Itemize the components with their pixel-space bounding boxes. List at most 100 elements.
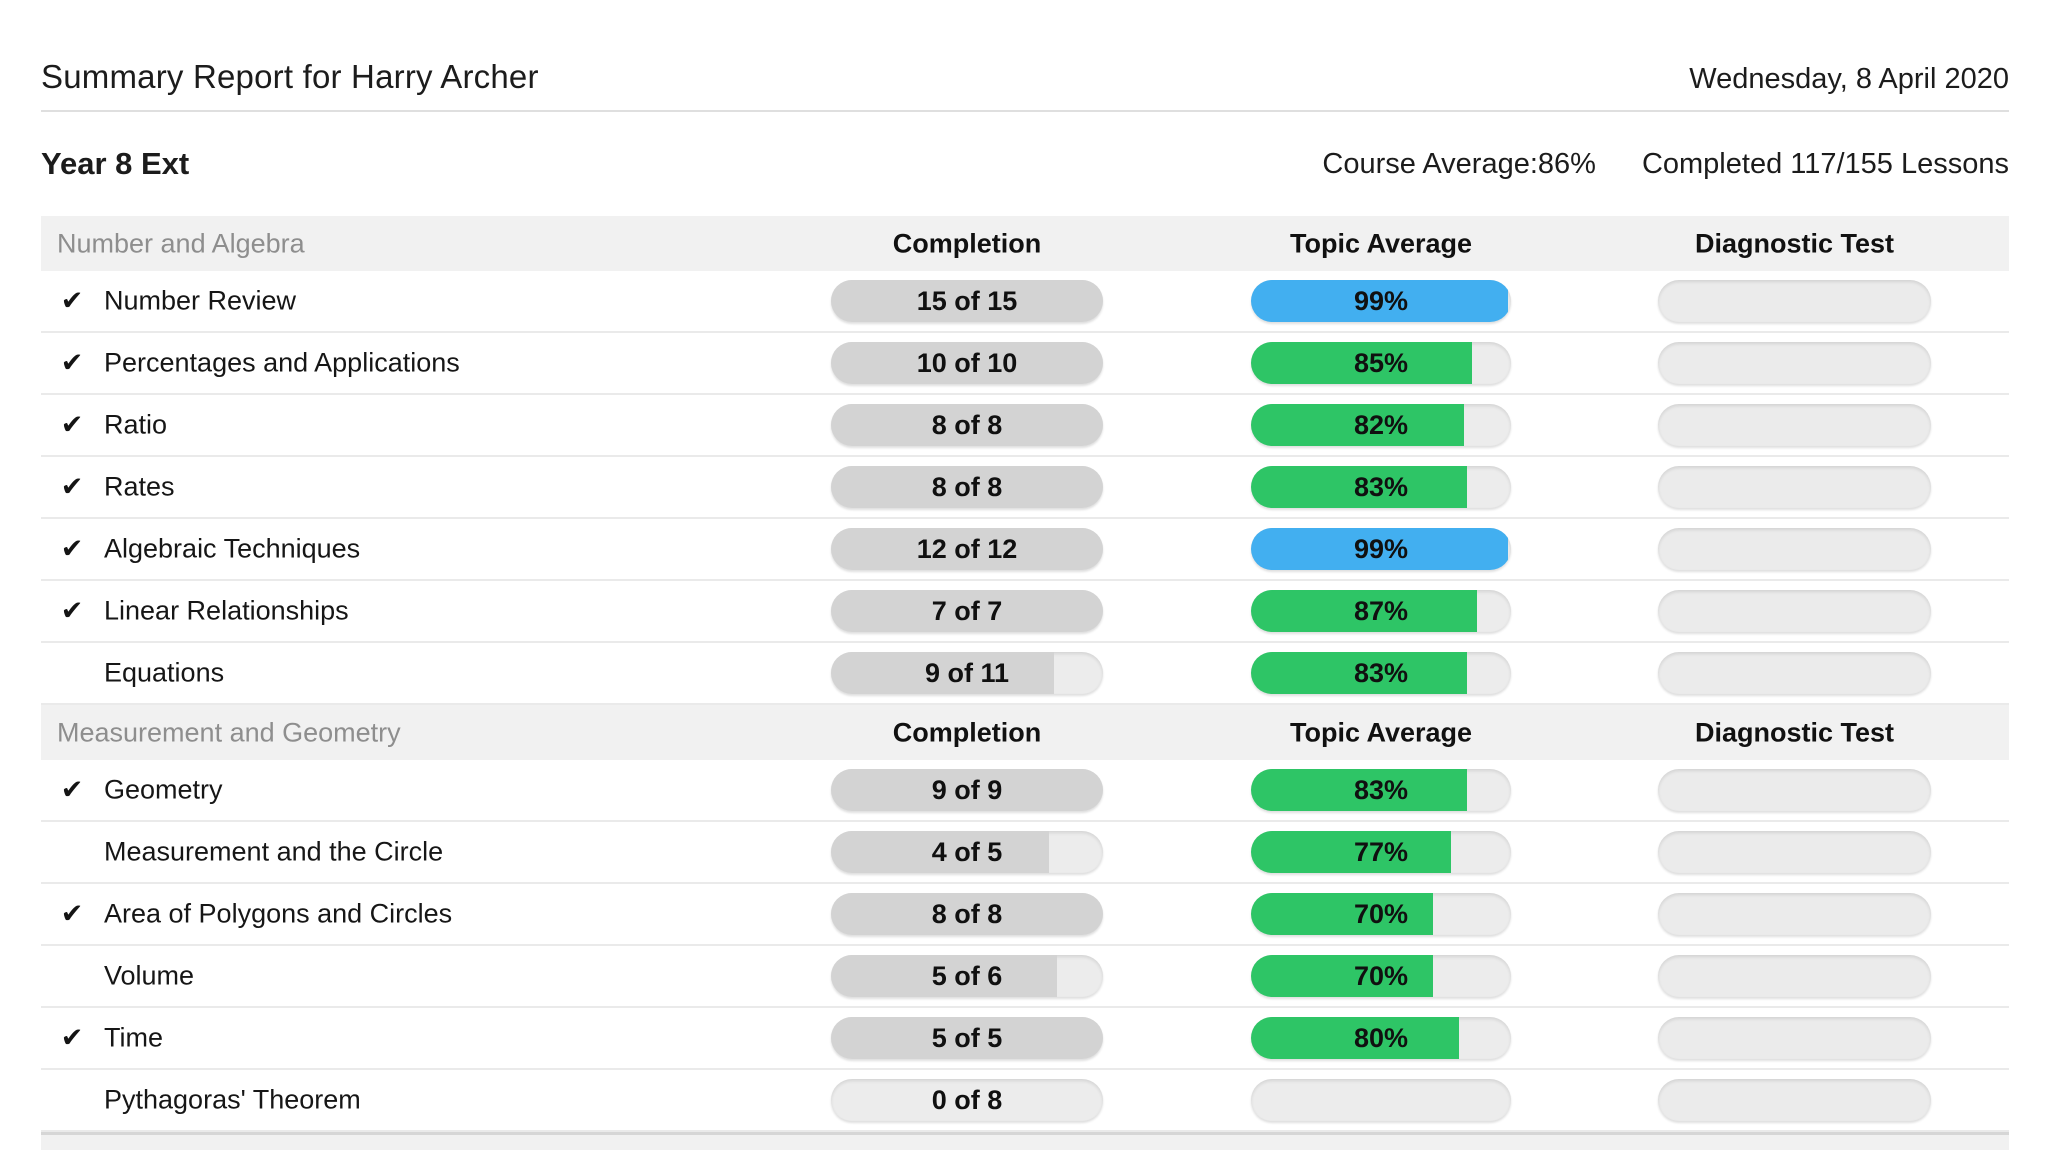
diagnostic-test-pill	[1658, 831, 1931, 873]
topic-average-fill	[1251, 590, 1478, 632]
topics-table: Number and Algebra Completion Topic Aver…	[41, 216, 2009, 1132]
column-header-topic-average: Topic Average	[1289, 717, 1473, 747]
topic-average-pill	[1251, 1079, 1511, 1121]
completion-pill: 9 of 9	[831, 769, 1103, 811]
diagnostic-test-pill	[1658, 955, 1931, 997]
topic-average-fill	[1251, 893, 1433, 935]
completion-pill: 15 of 15	[831, 280, 1103, 322]
completion-text: 9 of 11	[924, 657, 1010, 688]
check-icon: ✔	[60, 595, 84, 626]
topic-average-fill	[1251, 342, 1472, 384]
completion-text: 10 of 10	[916, 347, 1018, 378]
topic-average-pill: 82%	[1251, 404, 1511, 446]
completion-pill: 12 of 12	[831, 528, 1103, 570]
section-header-row: Measurement and Geometry Completion Topi…	[41, 705, 2009, 760]
column-header-topic-average: Topic Average	[1289, 228, 1473, 258]
completion-fill	[831, 893, 1103, 935]
completion-text: 9 of 9	[931, 774, 1003, 805]
completion-fill	[831, 280, 1103, 322]
topic-name: Time	[104, 1022, 163, 1053]
completion-fill	[831, 528, 1103, 570]
diagnostic-test-pill	[1658, 342, 1931, 384]
completion-pill: 8 of 8	[831, 466, 1103, 508]
topic-average-pill: 83%	[1251, 652, 1511, 694]
topic-row: Pythagoras' Theorem 0 of 8	[41, 1070, 2009, 1132]
topic-average-text: 82%	[1353, 409, 1409, 440]
check-icon: ✔	[60, 774, 84, 805]
topic-average-text: 83%	[1353, 471, 1409, 502]
topic-name: Area of Polygons and Circles	[104, 898, 453, 929]
course-stats: Course Average:86% Completed 117/155 Les…	[1322, 148, 2009, 181]
check-icon: ✔	[60, 285, 84, 316]
topic-average-fill	[1251, 955, 1433, 997]
completion-fill	[831, 342, 1103, 384]
topic-average-fill	[1251, 466, 1467, 508]
page-title: Summary Report for Harry Archer	[41, 58, 539, 95]
topic-average-text: 87%	[1353, 595, 1409, 626]
completion-text: 8 of 8	[931, 471, 1003, 502]
topic-average-fill	[1251, 1017, 1459, 1059]
diagnostic-test-pill	[1658, 590, 1931, 632]
course-average: Course Average:86%	[1322, 147, 1596, 180]
completion-text: 15 of 15	[916, 285, 1018, 316]
topic-row: Measurement and the Circle 4 of 5 77%	[41, 822, 2009, 884]
column-header-diagnostic-test: Diagnostic Test	[1694, 717, 1895, 747]
summary-report-page: Summary Report for Harry Archer Wednesda…	[41, 0, 2009, 1150]
column-header-diagnostic-test: Diagnostic Test	[1694, 228, 1895, 258]
course-name: Year 8 Ext	[41, 146, 190, 181]
topic-average-text	[1251, 1079, 1511, 1121]
completion-fill	[831, 652, 1055, 694]
completion-pill: 0 of 8	[831, 1079, 1103, 1121]
topic-row: ✔ Ratio 8 of 8 82%	[41, 395, 2009, 457]
topic-row: ✔ Linear Relationships 7 of 7 87%	[41, 581, 2009, 643]
completion-fill	[831, 955, 1057, 997]
section-header-row: Number and Algebra Completion Topic Aver…	[41, 216, 2009, 271]
diagnostic-test-pill	[1658, 280, 1931, 322]
course-summary-bar: Year 8 Ext Course Average:86% Completed …	[41, 112, 2009, 216]
topic-name: Number Review	[104, 285, 297, 316]
check-icon: ✔	[60, 347, 84, 378]
completion-text: 12 of 12	[916, 533, 1018, 564]
diagnostic-test-pill	[1658, 1017, 1931, 1059]
topic-average-text: 83%	[1353, 657, 1409, 688]
column-header-completion: Completion	[892, 717, 1042, 747]
report-header: Summary Report for Harry Archer Wednesda…	[41, 0, 2009, 112]
completion-fill	[831, 1017, 1103, 1059]
completion-fill	[831, 831, 1049, 873]
topic-average-pill: 99%	[1251, 280, 1511, 322]
completion-pill: 5 of 6	[831, 955, 1103, 997]
topic-average-text: 83%	[1353, 774, 1409, 805]
topic-average-pill: 83%	[1251, 769, 1511, 811]
topic-average-fill	[1251, 831, 1452, 873]
topic-name: Percentages and Applications	[104, 347, 460, 378]
topic-row: Equations 9 of 11 83%	[41, 643, 2009, 705]
topic-name: Rates	[104, 471, 175, 502]
diagnostic-test-pill	[1658, 893, 1931, 935]
topic-average-pill: 85%	[1251, 342, 1511, 384]
completion-text: 7 of 7	[931, 595, 1003, 626]
topic-average-pill: 77%	[1251, 831, 1511, 873]
section-name: Measurement and Geometry	[57, 717, 401, 747]
check-icon: ✔	[60, 409, 84, 440]
diagnostic-test-pill	[1658, 652, 1931, 694]
topic-average-pill: 87%	[1251, 590, 1511, 632]
topic-average-pill: 99%	[1251, 528, 1511, 570]
topic-average-text: 70%	[1353, 898, 1409, 929]
check-icon: ✔	[60, 898, 84, 929]
completion-text: 0 of 8	[931, 1084, 1003, 1115]
next-section-cutoff	[41, 1132, 2009, 1150]
check-icon: ✔	[60, 533, 84, 564]
completion-fill	[831, 466, 1103, 508]
topic-name: Measurement and the Circle	[104, 836, 444, 867]
topic-name: Volume	[104, 960, 195, 991]
topic-average-pill: 70%	[1251, 893, 1511, 935]
topic-name: Linear Relationships	[104, 595, 349, 626]
topic-average-text: 80%	[1353, 1022, 1409, 1053]
completion-pill: 5 of 5	[831, 1017, 1103, 1059]
topic-name: Algebraic Techniques	[104, 533, 361, 564]
diagnostic-test-pill	[1658, 528, 1931, 570]
topic-average-fill	[1251, 404, 1465, 446]
completion-text: 5 of 5	[931, 1022, 1003, 1053]
section-name: Number and Algebra	[57, 228, 305, 258]
completion-pill: 7 of 7	[831, 590, 1103, 632]
